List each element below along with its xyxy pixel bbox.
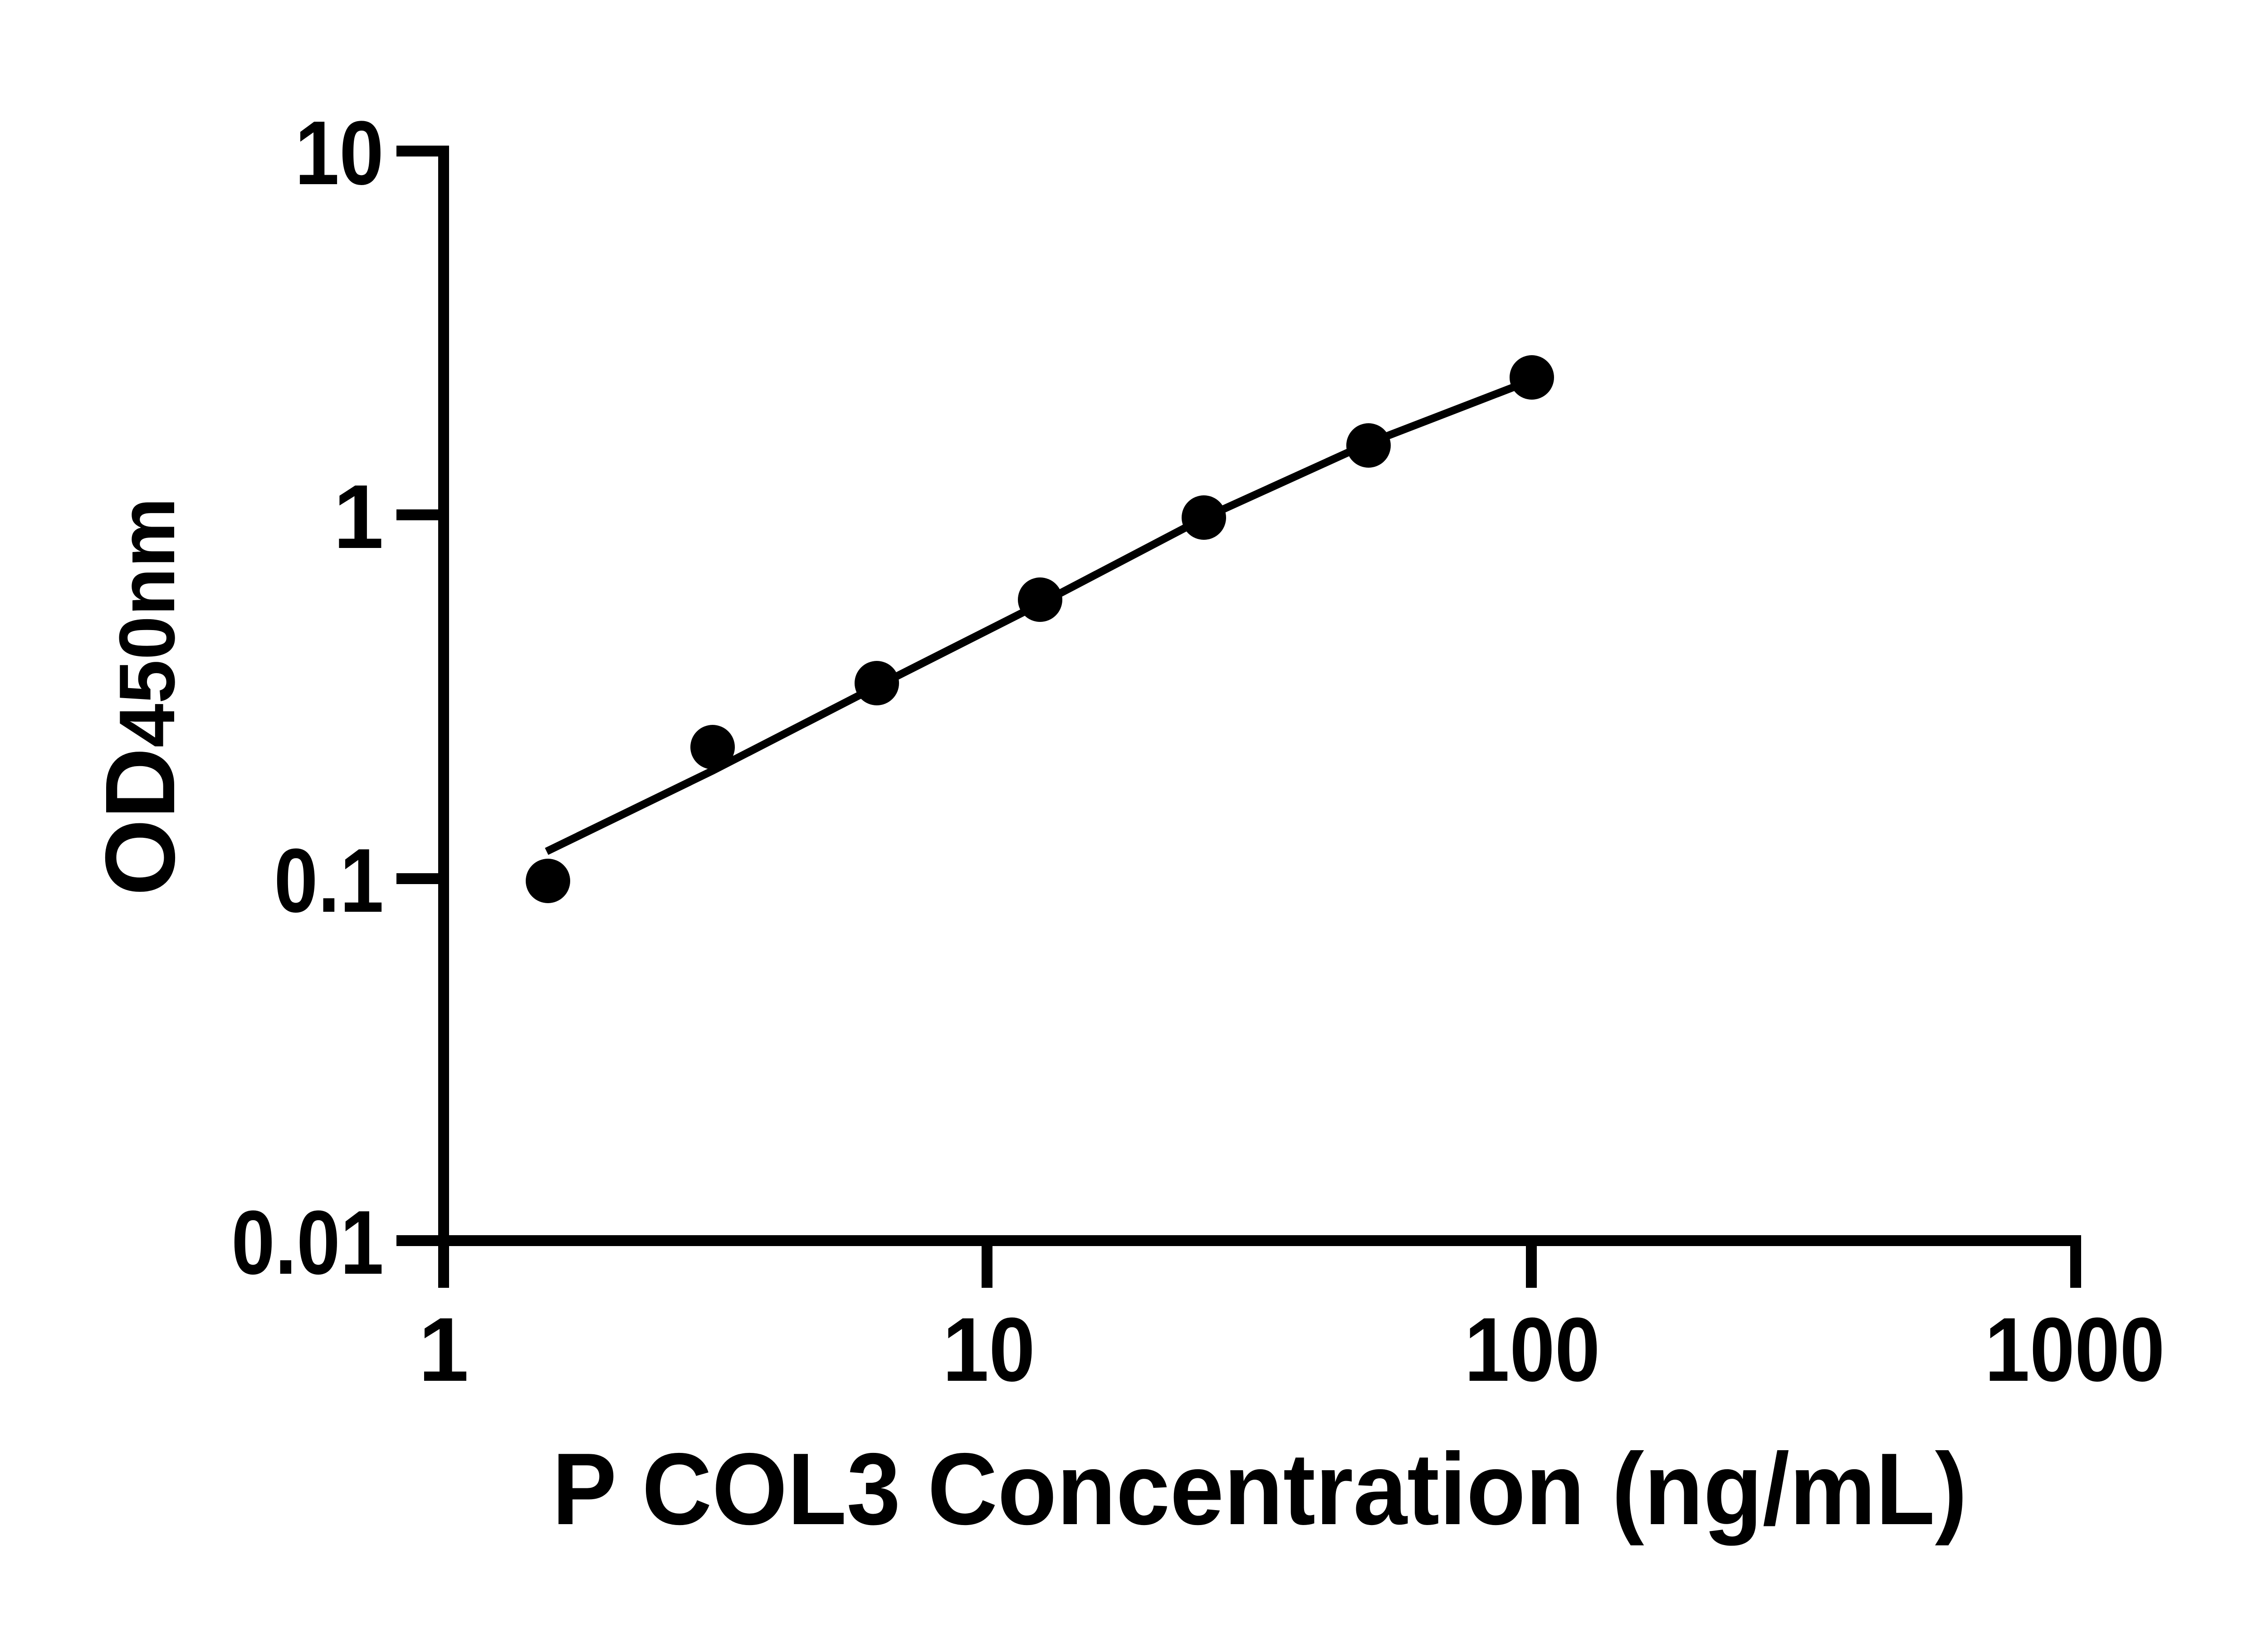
svg-text:0.01: 0.01: [231, 1192, 384, 1293]
svg-text:1000: 1000: [1985, 1299, 2165, 1400]
svg-text:OD450nm: OD450nm: [85, 498, 196, 896]
svg-text:P COL3 Concentration (ng/mL): P COL3 Concentration (ng/mL): [552, 1432, 1967, 1546]
svg-text:0.1: 0.1: [274, 830, 384, 931]
svg-text:1: 1: [418, 1299, 469, 1400]
svg-text:100: 100: [1465, 1299, 1600, 1400]
svg-text:10: 10: [295, 103, 384, 204]
svg-text:1: 1: [333, 466, 384, 567]
svg-text:10: 10: [943, 1299, 1035, 1400]
